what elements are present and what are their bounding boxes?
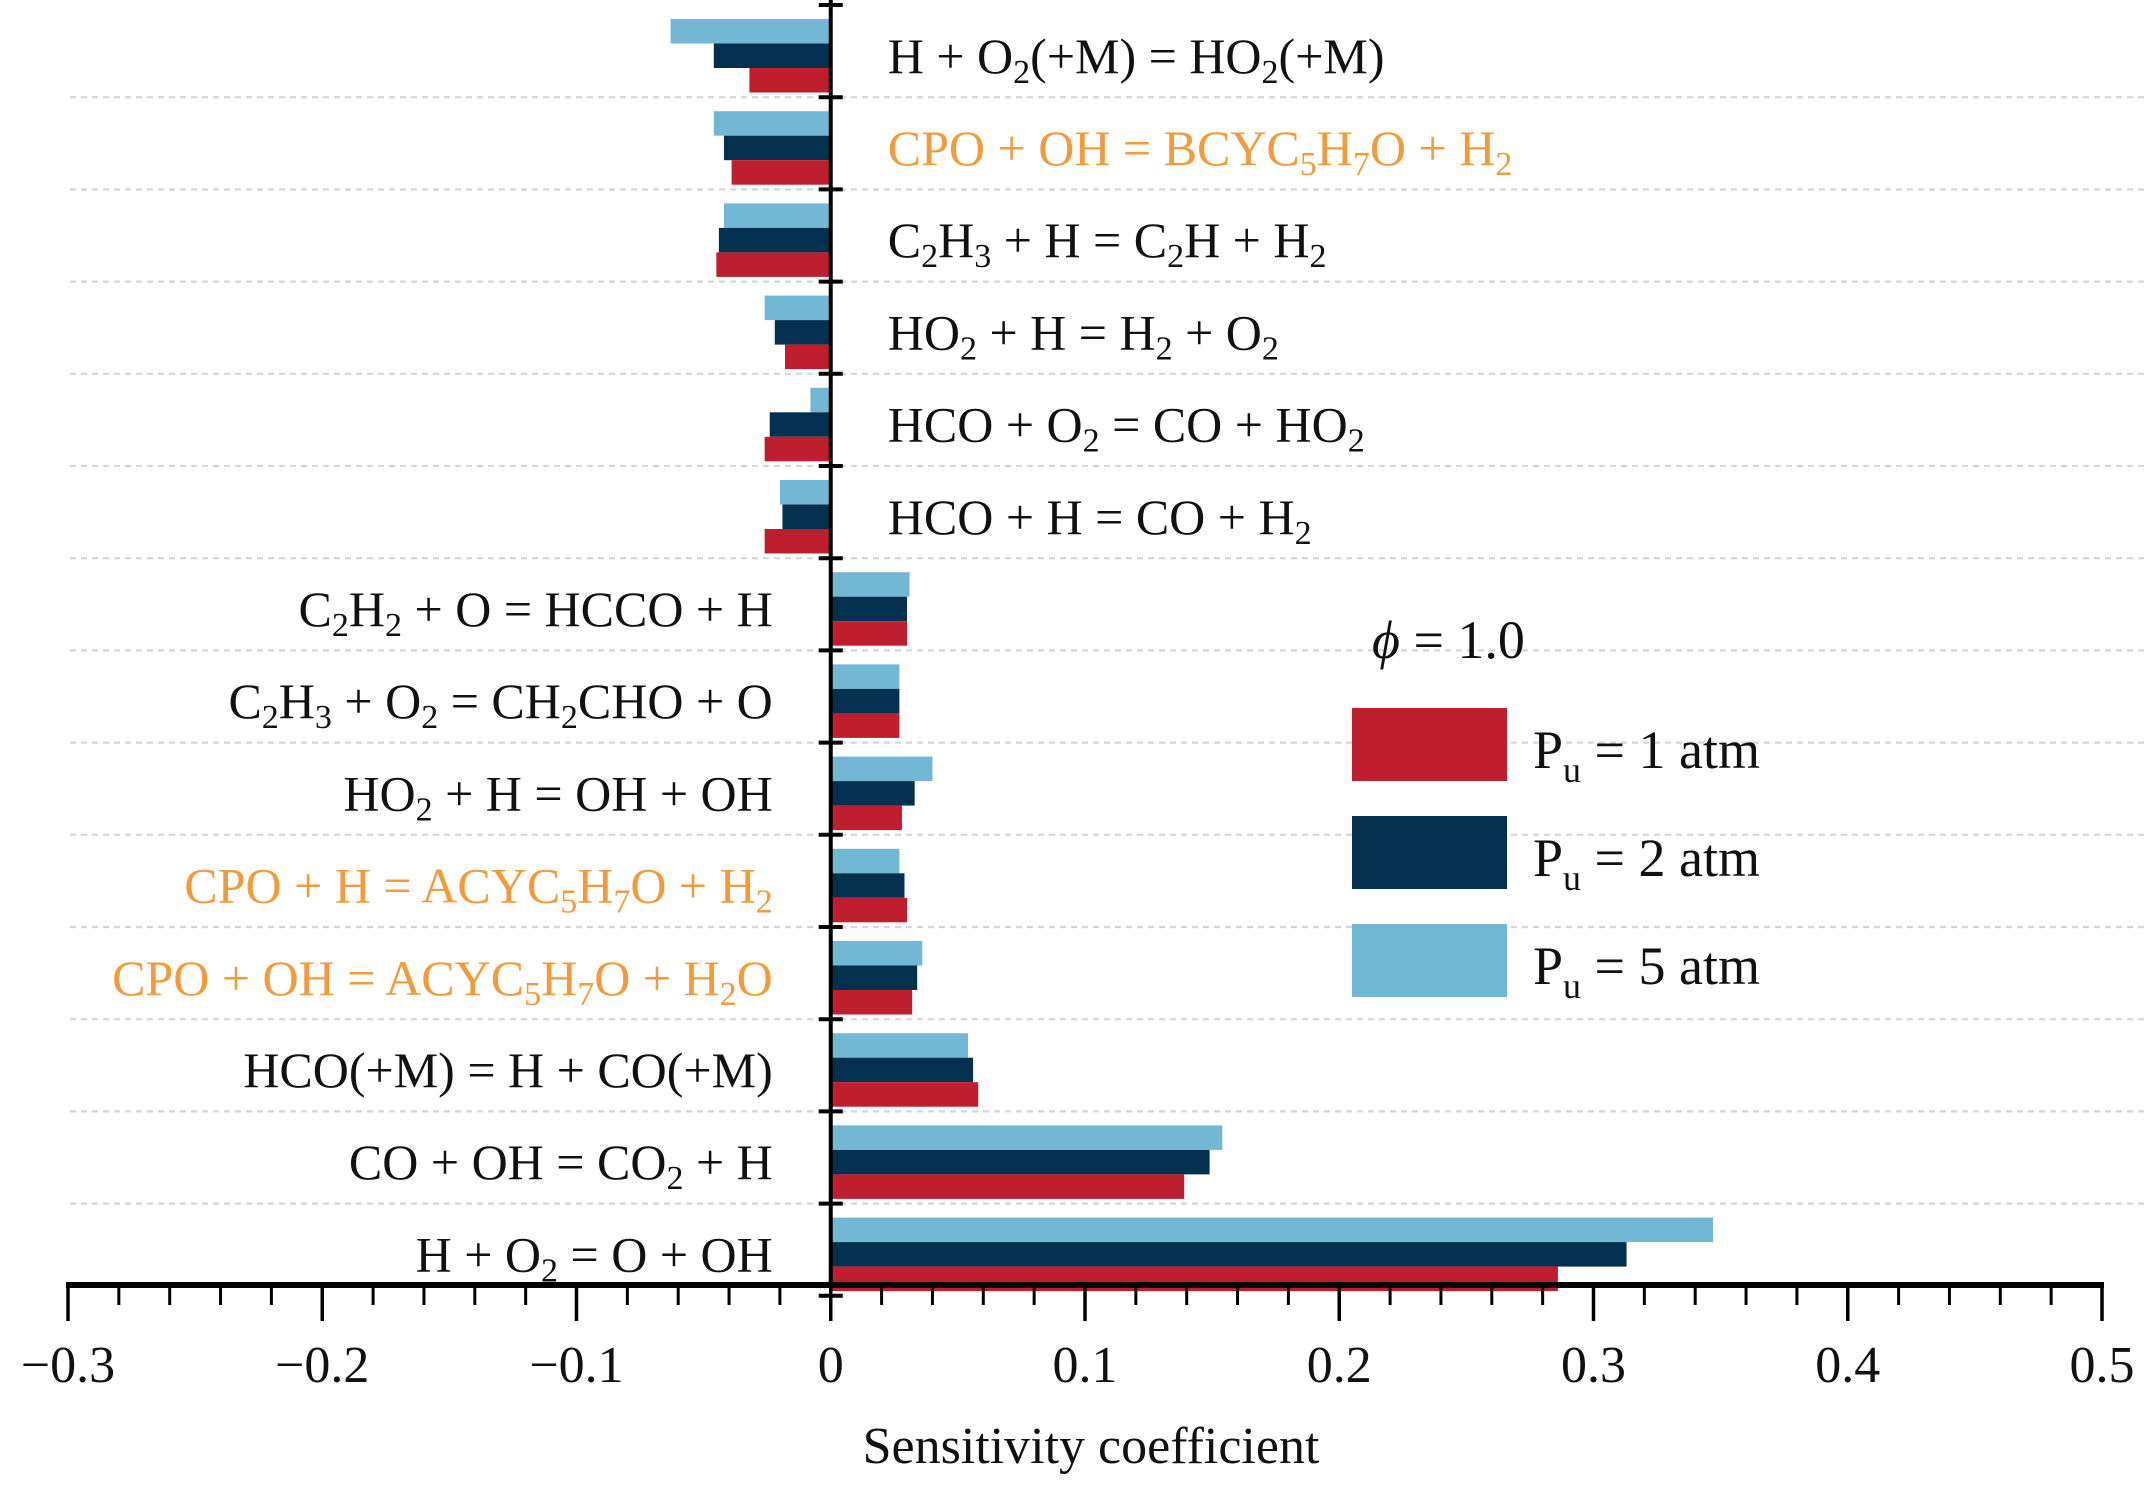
bar [830, 1082, 979, 1107]
legend-label: Pu = 5 atm [1533, 936, 1760, 1006]
legend-title: ϕ = 1.0 [1372, 610, 1525, 670]
category-label: HCO(+M) = H + CO(+M) [243, 1042, 772, 1098]
bar [784, 344, 831, 370]
bar [718, 227, 831, 253]
bar [830, 1125, 1223, 1150]
bar [830, 664, 900, 689]
grid-lines [70, 96, 2145, 1205]
bar [670, 19, 831, 44]
x-tick-label: 0.3 [1561, 1337, 1626, 1394]
category-label: CPO + OH = BCYC5H7O + H2 [888, 120, 1513, 183]
x-tick-label: 0.2 [1307, 1337, 1372, 1394]
category-label: HCO + O2 = CO + HO2 [888, 397, 1365, 460]
bar [774, 320, 831, 345]
bar [830, 713, 900, 738]
legend-swatch [1352, 924, 1507, 997]
category-label: CPO + H = ACYC5H7O + H2 [184, 858, 772, 921]
category-label: C2H2 + O = HCCO + H [299, 581, 773, 644]
bar [830, 756, 933, 782]
bar [810, 387, 831, 413]
bar [830, 805, 902, 831]
category-label: C2H3 + H = C2H + H2 [888, 212, 1327, 275]
x-tick-label: 0.4 [1815, 1337, 1880, 1394]
bar [830, 1242, 1627, 1267]
bar [830, 873, 905, 898]
bar [830, 596, 908, 622]
bar [830, 781, 915, 806]
bar [764, 529, 831, 554]
bar [830, 897, 908, 923]
bar [830, 990, 913, 1015]
category-label: H + O2 = O + OH [416, 1226, 773, 1289]
category-label: CPO + OH = ACYC5H7O + H2O [112, 950, 773, 1013]
bar [830, 1057, 974, 1083]
bar [769, 412, 831, 437]
bar [713, 111, 831, 136]
x-tick-label: 0 [818, 1337, 844, 1394]
bar [830, 1174, 1185, 1199]
legend-swatch [1352, 708, 1507, 781]
bar [779, 480, 831, 505]
legend-swatch [1352, 816, 1507, 889]
legend: ϕ = 1.0Pu = 1 atm Pu = 2 atm Pu = 5 atm [1352, 610, 1760, 1006]
category-label: HO2 + H = H2 + O2 [888, 304, 1279, 367]
x-tick-label: −0.3 [21, 1337, 115, 1394]
category-label: HO2 + H = OH + OH [343, 765, 772, 828]
bars [670, 19, 1713, 1292]
bar [782, 504, 831, 529]
x-axis: −0.3 −0.2 −0.1 0 0.1 0.2 0.3 0.4 0.5 [21, 0, 2135, 1394]
bar [723, 203, 831, 228]
bar [830, 1033, 969, 1058]
bar [749, 68, 831, 93]
bar [830, 572, 910, 597]
category-label: HCO + H = CO + H2 [888, 489, 1312, 552]
x-tick-label: 0.5 [2070, 1337, 2135, 1394]
bar [830, 688, 900, 714]
bar [764, 436, 831, 462]
bar [830, 941, 923, 966]
category-label: C2H3 + O2 = CH2CHO + O [228, 673, 772, 736]
category-label: H + O2(+M) = HO2(+M) [888, 28, 1385, 91]
bar [713, 43, 831, 68]
bar [716, 252, 831, 277]
bar [830, 1149, 1210, 1175]
bar [731, 160, 831, 185]
x-axis-label: Sensitivity coefficient [863, 1418, 1320, 1475]
x-tick-label: −0.1 [529, 1337, 623, 1394]
bar [723, 135, 831, 161]
bar [830, 1217, 1713, 1243]
bar [830, 848, 900, 874]
bar [830, 965, 918, 990]
legend-label: Pu = 1 atm [1533, 720, 1760, 790]
x-tick-label: 0.1 [1053, 1337, 1118, 1394]
bar [830, 621, 908, 646]
category-label: CO + OH = CO2 + H [349, 1134, 773, 1197]
category-labels: H + O2(+M) = HO2(+M) CPO + OH = BCYC5H7O … [112, 28, 1512, 1290]
legend-label: Pu = 2 atm [1533, 828, 1760, 898]
x-tick-label: −0.2 [275, 1337, 369, 1394]
bar [764, 295, 831, 321]
